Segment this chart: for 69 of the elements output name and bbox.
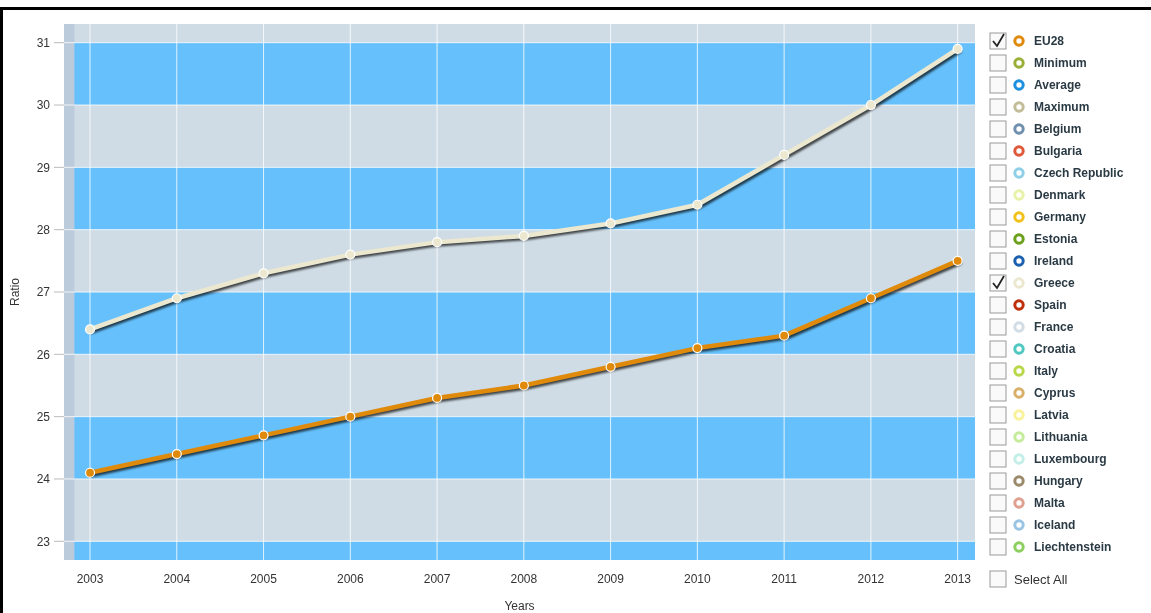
x-tick-label: 2010 <box>684 572 712 586</box>
point <box>952 43 963 55</box>
legend-label: Bulgaria <box>1034 144 1083 159</box>
point <box>518 380 529 391</box>
y-tick-label: 24 <box>36 472 51 487</box>
legend-label: Ireland <box>1034 254 1074 269</box>
legend-label: Liechtenstein <box>1034 540 1112 555</box>
point <box>345 411 356 422</box>
point <box>692 342 703 354</box>
legend-label: Belgium <box>1034 122 1082 137</box>
point <box>258 268 269 279</box>
legend-label: Croatia <box>1034 342 1076 357</box>
point <box>605 218 616 229</box>
point <box>779 149 790 160</box>
legend-label: Lithuania <box>1034 430 1088 445</box>
x-tick-label: 2003 <box>76 572 104 586</box>
point <box>345 249 356 260</box>
legend-label: Cyprus <box>1034 386 1076 401</box>
point <box>865 99 876 111</box>
x-tick-label: 2009 <box>597 572 625 586</box>
y-tick-label: 28 <box>36 222 51 237</box>
y-tick-label: 23 <box>36 534 51 549</box>
legend-label: Minimum <box>1034 56 1087 71</box>
point <box>865 293 876 304</box>
y-tick-label: 25 <box>36 409 51 424</box>
text: Select All <box>1014 571 1068 587</box>
x-tick-label: 2007 <box>423 572 451 586</box>
x-tick-label: 2004 <box>163 572 191 586</box>
legend-label: Maximum <box>1034 100 1090 115</box>
legend-label: Germany <box>1034 210 1087 225</box>
legend-label: Average <box>1034 78 1082 93</box>
legend-label: Italy <box>1034 364 1059 379</box>
legend-label: Estonia <box>1034 232 1078 247</box>
legend-label: Czech Republic <box>1034 166 1124 181</box>
legend-label: Greece <box>1034 276 1076 291</box>
point <box>258 430 269 441</box>
x-tick-label: 2012 <box>857 572 885 586</box>
legend-label: Denmark <box>1034 188 1086 203</box>
point <box>84 467 96 478</box>
x-axis-title: Years <box>504 599 535 613</box>
point <box>171 293 182 304</box>
y-tick-label: 29 <box>36 160 51 175</box>
y-axis-title: Ratio <box>8 277 22 307</box>
point <box>952 255 963 266</box>
legend-label: France <box>1034 320 1074 335</box>
legend-label: Latvia <box>1034 408 1070 423</box>
point <box>692 199 703 210</box>
x-tick-label: 2013 <box>944 572 972 586</box>
legend-label: Spain <box>1034 298 1067 313</box>
x-tick-label: 2011 <box>771 572 798 586</box>
point <box>605 361 616 372</box>
point <box>431 237 443 248</box>
y-tick-label: 30 <box>36 98 51 113</box>
point <box>779 330 790 341</box>
legend-label: Malta <box>1034 496 1065 511</box>
point <box>84 324 96 335</box>
legend-label: EU28 <box>1034 34 1065 49</box>
x-tick-label: 2006 <box>336 572 364 586</box>
point <box>171 448 182 460</box>
legend-label: Iceland <box>1034 518 1076 533</box>
legend-label: Hungary <box>1034 474 1083 489</box>
y-tick-label: 31 <box>36 35 51 50</box>
y-tick-label: 26 <box>36 347 51 362</box>
point <box>518 230 529 242</box>
y-tick-label: 27 <box>36 285 51 300</box>
point <box>431 392 443 404</box>
x-tick-label: 2008 <box>510 572 538 586</box>
x-tick-label: 2005 <box>250 572 278 586</box>
legend-label: Luxembourg <box>1034 452 1107 467</box>
